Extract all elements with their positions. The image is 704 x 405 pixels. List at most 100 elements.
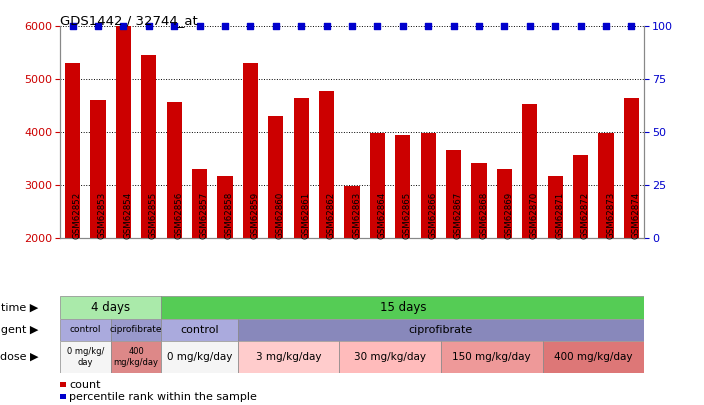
Point [270,23,282,30]
Point [448,23,459,30]
Bar [218,176,232,238]
Point [575,23,586,30]
Text: GSM62855: GSM62855 [149,192,158,239]
Bar [238,341,339,373]
Bar [167,102,182,238]
Bar [90,100,106,238]
Point [346,23,358,30]
Bar [141,55,156,238]
Text: percentile rank within the sample: percentile rank within the sample [69,392,257,402]
Bar [598,133,614,238]
Text: 3 mg/kg/day: 3 mg/kg/day [256,352,321,362]
Bar [192,169,207,238]
Text: GSM62856: GSM62856 [174,192,183,239]
Bar [60,319,111,341]
Text: GSM62852: GSM62852 [73,192,82,239]
Bar [161,341,238,373]
Point [601,23,612,30]
Text: GSM62858: GSM62858 [225,192,234,239]
Text: time ▶: time ▶ [1,303,39,313]
Text: GSM62869: GSM62869 [505,192,513,239]
Text: GSM62865: GSM62865 [403,192,412,239]
Bar [395,135,410,238]
Text: 0 mg/kg/day: 0 mg/kg/day [167,352,232,362]
Text: 4 days: 4 days [91,301,130,314]
Bar [624,98,639,238]
Bar [543,341,644,373]
Text: GSM62868: GSM62868 [479,192,488,239]
Point [118,23,129,30]
Text: 400
mg/kg/day: 400 mg/kg/day [113,347,158,367]
Text: GDS1442 / 32744_at: GDS1442 / 32744_at [60,14,198,27]
Bar [161,319,238,341]
Text: GSM62873: GSM62873 [606,192,615,239]
Bar [573,155,589,238]
Bar [294,98,309,238]
Text: GSM62854: GSM62854 [123,192,132,239]
Bar [161,296,644,319]
Bar [65,63,80,238]
Text: GSM62860: GSM62860 [276,192,285,239]
Bar [548,176,563,238]
Point [67,23,78,30]
Point [321,23,332,30]
Bar [472,163,486,238]
Text: GSM62857: GSM62857 [199,192,208,239]
Point [473,23,484,30]
Text: dose ▶: dose ▶ [0,352,39,362]
Bar [344,186,360,238]
Point [220,23,231,30]
Bar [243,63,258,238]
Point [550,23,561,30]
Bar [60,341,111,373]
Text: GSM62867: GSM62867 [453,192,463,239]
Bar [522,104,537,238]
Text: GSM62853: GSM62853 [98,192,107,239]
Text: GSM62870: GSM62870 [530,192,539,239]
Point [372,23,383,30]
Text: GSM62864: GSM62864 [377,192,386,239]
Point [397,23,408,30]
Bar [441,341,543,373]
Point [245,23,256,30]
Text: GSM62872: GSM62872 [581,192,590,239]
Bar [497,169,512,238]
Bar [115,26,131,238]
Bar [370,133,385,238]
Point [194,23,205,30]
Text: GSM62862: GSM62862 [327,192,336,239]
Text: 15 days: 15 days [379,301,426,314]
Point [499,23,510,30]
Text: GSM62859: GSM62859 [251,192,259,239]
Point [524,23,536,30]
Text: control: control [180,325,219,335]
Text: GSM62874: GSM62874 [631,192,641,239]
Point [296,23,307,30]
Bar [111,341,161,373]
Text: control: control [70,325,101,335]
Text: count: count [69,380,101,390]
Text: GSM62861: GSM62861 [301,192,310,239]
Text: 0 mg/kg/
day: 0 mg/kg/ day [67,347,104,367]
Text: ciprofibrate: ciprofibrate [110,325,163,335]
Text: 150 mg/kg/day: 150 mg/kg/day [453,352,531,362]
Bar [60,296,161,319]
Bar [319,91,334,238]
Text: agent ▶: agent ▶ [0,325,39,335]
Point [422,23,434,30]
Bar [339,341,441,373]
Point [92,23,103,30]
Text: GSM62866: GSM62866 [428,192,437,239]
Bar [446,150,461,238]
Point [168,23,180,30]
Bar [111,319,161,341]
Point [626,23,637,30]
Text: 30 mg/kg/day: 30 mg/kg/day [354,352,426,362]
Point [143,23,154,30]
Text: GSM62863: GSM62863 [352,192,361,239]
Text: GSM62871: GSM62871 [555,192,564,239]
Bar [238,319,644,341]
Bar [420,133,436,238]
Text: ciprofibrate: ciprofibrate [409,325,473,335]
Text: 400 mg/kg/day: 400 mg/kg/day [554,352,633,362]
